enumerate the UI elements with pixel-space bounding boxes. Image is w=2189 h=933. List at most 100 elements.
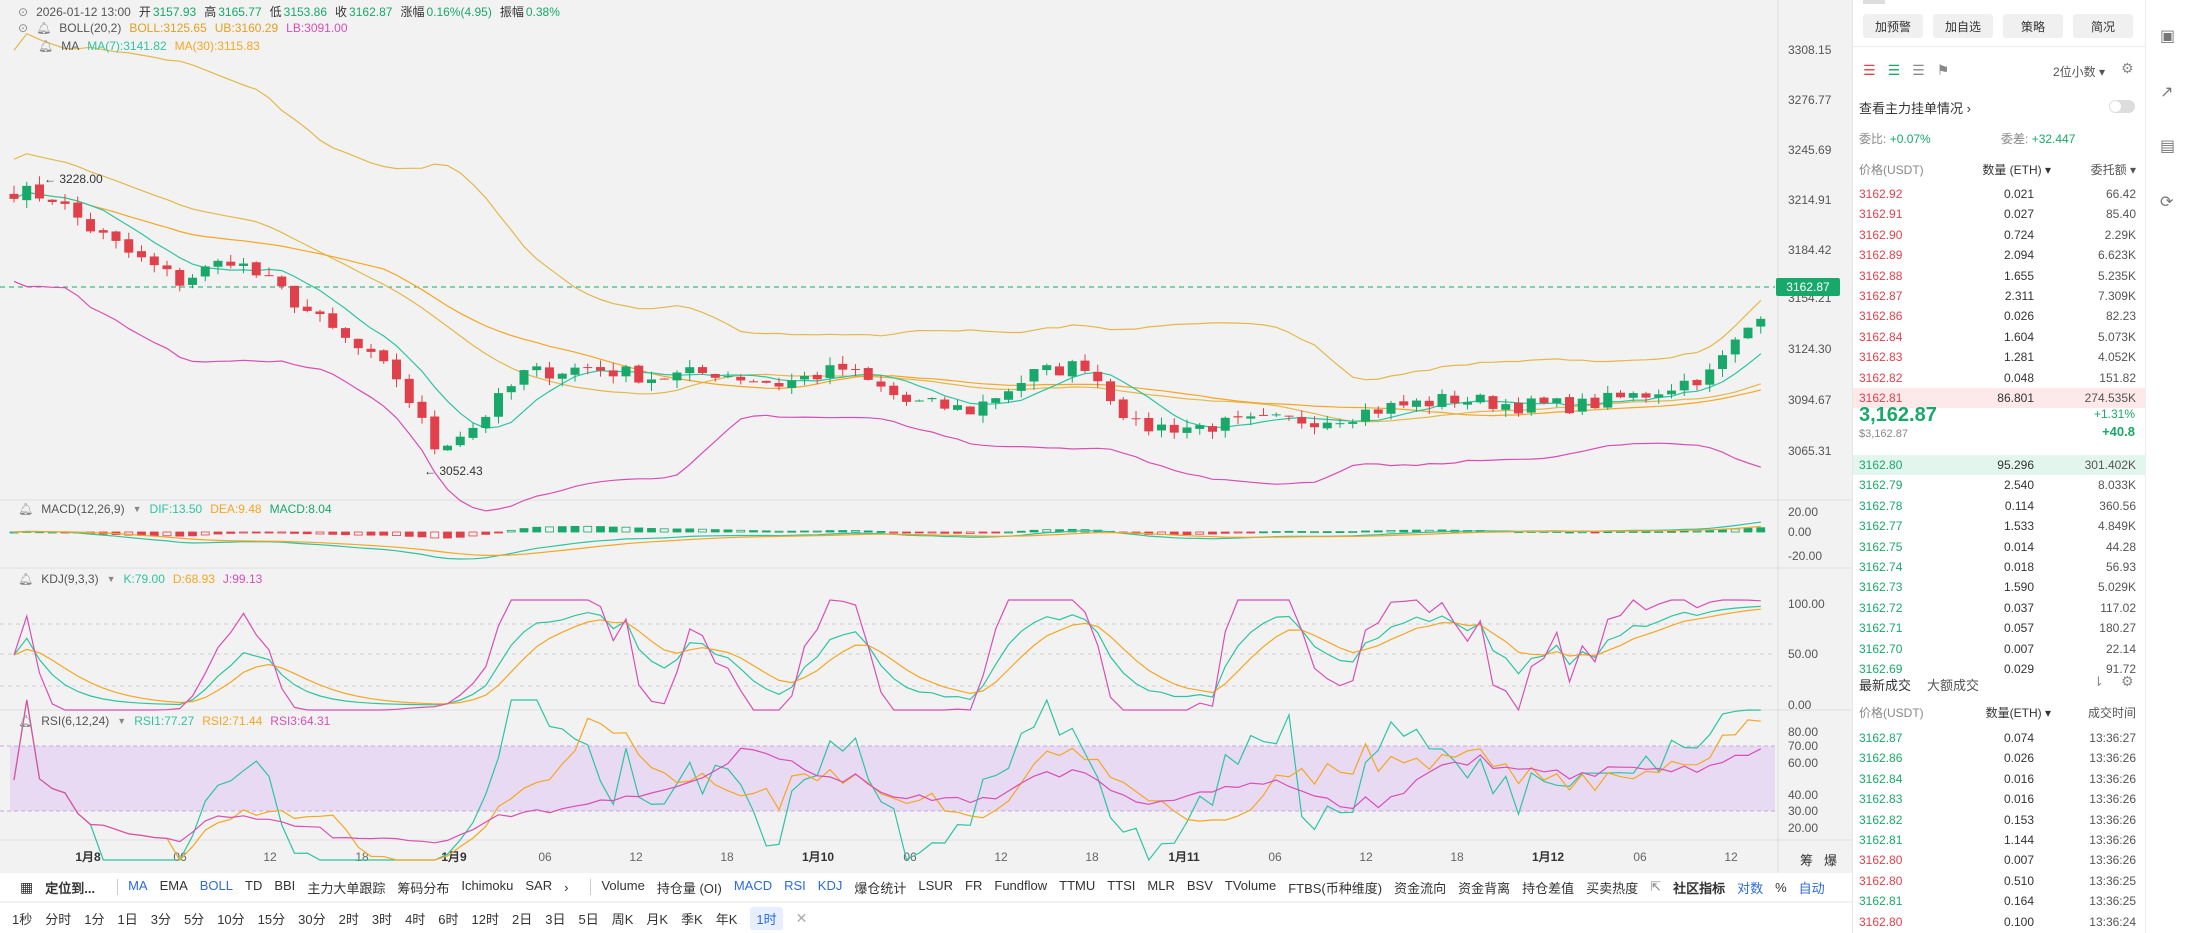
main-indicator-6[interactable]: 筹码分布 <box>397 880 450 896</box>
sub-indicator-11[interactable]: MLR <box>1147 877 1175 893</box>
collapse-icon[interactable]: ⊙ <box>18 4 29 19</box>
sub-indicator-6[interactable]: LSUR <box>918 877 954 893</box>
bids-row[interactable]: 3162.69 0.029 91.72 <box>1853 659 2146 679</box>
bell-icon[interactable]: 🔔︎ <box>36 21 52 35</box>
more-indicators-button[interactable]: › <box>564 879 569 895</box>
bids-row[interactable]: 3162.75 0.014 44.28 <box>1853 537 2146 557</box>
main-indicator-5[interactable]: 主力大单跟踪 <box>307 880 386 896</box>
main-indicator-2[interactable]: BOLL <box>199 877 233 893</box>
tab-large-trades[interactable]: 大额成交 <box>1927 678 1980 693</box>
bell-icon[interactable]: 🔔︎ <box>18 714 34 728</box>
sub-indicator-1[interactable]: 持仓量 (OI) <box>656 880 722 896</box>
bell-icon[interactable]: 🔔︎ <box>18 502 34 516</box>
timeframe-9[interactable]: 2时 <box>338 911 359 927</box>
trade-col-qty[interactable]: 数量(ETH) ▾ <box>1985 705 2051 720</box>
sub-indicator-0[interactable]: Volume <box>601 877 645 893</box>
close-icon[interactable]: ✕ <box>795 909 808 926</box>
sub-indicator-16[interactable]: 资金背离 <box>1458 880 1511 896</box>
sub-indicator-15[interactable]: 资金流向 <box>1394 880 1447 896</box>
timeframe-14[interactable]: 2日 <box>512 911 533 927</box>
timeframe-6[interactable]: 10分 <box>217 911 245 927</box>
timeframe-16[interactable]: 5日 <box>578 911 599 927</box>
add-alert-button[interactable]: 加预警 <box>1863 14 1923 38</box>
main-indicator-3[interactable]: TD <box>245 877 263 893</box>
community-indicators-button[interactable]: 社区指标 <box>1673 880 1726 896</box>
timeframe-13[interactable]: 12时 <box>471 911 499 927</box>
overview-button[interactable]: 简况 <box>2073 14 2133 38</box>
bids-row[interactable]: 3162.74 0.018 56.93 <box>1853 557 2146 577</box>
macd-label[interactable]: MACD(12,26,9) <box>41 502 125 516</box>
bids-row[interactable]: 3162.73 1.590 5.029K <box>1853 577 2146 597</box>
dollar-icon[interactable]: ▣ <box>2160 28 2176 45</box>
timeframe-15[interactable]: 3日 <box>545 911 566 927</box>
collapse-icon[interactable]: ⊙ <box>18 21 29 35</box>
asks-row[interactable]: 3162.90 0.724 2.29K <box>1853 225 2146 245</box>
sub-indicator-14[interactable]: FTBS(币种维度) <box>1288 880 1383 896</box>
timeframe-2[interactable]: 1分 <box>84 911 105 927</box>
timeframe-20[interactable]: 年K <box>715 911 738 927</box>
axis-corner-1[interactable]: 筹 <box>1800 853 1814 868</box>
timeframe-7[interactable]: 15分 <box>257 911 286 927</box>
asks-row[interactable]: 3162.86 0.026 82.23 <box>1853 306 2146 326</box>
trend-icon[interactable]: ↗ <box>2160 84 2174 101</box>
timeframe-17[interactable]: 周K <box>611 911 634 927</box>
col-qty[interactable]: 数量 (ETH) ▾ <box>1982 162 2051 177</box>
timeframe-8[interactable]: 30分 <box>298 911 326 927</box>
main-indicator-8[interactable]: SAR <box>525 877 553 893</box>
asks-row[interactable]: 3162.87 2.311 7.309K <box>1853 286 2146 306</box>
asks-row[interactable]: 3162.83 1.281 4.052K <box>1853 347 2146 367</box>
asks-row[interactable]: 3162.82 0.048 151.82 <box>1853 368 2146 388</box>
bids-row[interactable]: 3162.77 1.533 4.849K <box>1853 516 2146 536</box>
main-indicator-1[interactable]: EMA <box>159 877 188 893</box>
main-indicator-0[interactable]: MA <box>128 877 148 893</box>
main-indicator-7[interactable]: Ichimoku <box>461 877 514 893</box>
axis-corner-2[interactable]: 爆 <box>1824 853 1838 868</box>
bids-row[interactable]: 3162.80 95.296 301.402K <box>1853 455 2146 475</box>
filter-icon[interactable]: ⇂ <box>2093 674 2104 689</box>
asks-row[interactable]: 3162.81 86.801 274.535K <box>1853 388 2146 408</box>
draw-tool-icon[interactable]: ▦ <box>20 878 34 895</box>
tab-latest-trades[interactable]: 最新成交 <box>1859 678 1912 693</box>
sub-indicator-2[interactable]: MACD <box>733 877 773 893</box>
timeframe-19[interactable]: 季K <box>681 911 703 927</box>
bids-row[interactable]: 3162.72 0.037 117.02 <box>1853 598 2146 618</box>
sub-indicator-13[interactable]: TVolume <box>1224 877 1277 893</box>
timeframe-12[interactable]: 6时 <box>438 911 459 927</box>
log-scale-toggle[interactable]: 对数 <box>1737 880 1764 896</box>
sub-indicator-5[interactable]: 爆仓统计 <box>854 880 907 896</box>
asks-row[interactable]: 3162.84 1.604 5.073K <box>1853 327 2146 347</box>
timeframe-4[interactable]: 3分 <box>150 911 171 927</box>
flag-icon[interactable]: ⚑ <box>1936 62 1950 78</box>
bids-row[interactable]: 3162.79 2.540 8.033K <box>1853 475 2146 495</box>
timeframe-10[interactable]: 3时 <box>371 911 393 927</box>
settings-icon[interactable]: ⚙ <box>2121 673 2134 689</box>
timeframe-5[interactable]: 5分 <box>183 911 205 927</box>
asks-row[interactable]: 3162.88 1.655 5.235K <box>1853 266 2146 286</box>
strategy-button[interactable]: 策略 <box>2003 14 2063 38</box>
rsi-label[interactable]: RSI(6,12,24) <box>41 714 110 728</box>
panel-icon[interactable]: ▤ <box>2160 138 2176 155</box>
chart-area[interactable]: 3308.15 3276.77 3245.69 3214.91 3184.42 3154.… <box>0 0 1852 933</box>
main-indicator-4[interactable]: BBI <box>274 877 296 893</box>
settings-icon[interactable]: ⚙ <box>2121 60 2134 76</box>
book-both-icon[interactable]: ☰ <box>1863 62 1876 78</box>
main-orders-toggle[interactable] <box>2109 100 2135 113</box>
sub-indicator-9[interactable]: TTMU <box>1059 877 1096 893</box>
asks-row[interactable]: 3162.91 0.027 85.40 <box>1853 204 2146 224</box>
boll-label[interactable]: BOLL(20,2) <box>59 21 122 35</box>
sub-indicator-4[interactable]: KDJ <box>817 877 843 893</box>
chevron-down-icon[interactable]: ▼ <box>132 504 142 514</box>
bids-row[interactable]: 3162.71 0.057 180.27 <box>1853 618 2146 638</box>
book-asks-icon[interactable]: ☰ <box>1912 62 1925 78</box>
bids-row[interactable]: 3162.70 0.007 22.14 <box>1853 639 2146 659</box>
bell-icon[interactable]: 🔔︎ <box>18 572 34 586</box>
sub-indicator-10[interactable]: TTSI <box>1107 877 1136 893</box>
timeframe-11[interactable]: 4时 <box>405 911 426 927</box>
sub-indicator-8[interactable]: Fundflow <box>994 877 1048 893</box>
auto-scale-toggle[interactable]: 自动 <box>1798 880 1825 896</box>
add-watchlist-button[interactable]: 加自选 <box>1933 14 1993 38</box>
sub-indicator-12[interactable]: BSV <box>1186 877 1213 893</box>
ma-label[interactable]: MA <box>61 39 80 53</box>
decimals-select[interactable]: 2位小数 ▾ <box>2053 65 2106 79</box>
timeframe-0[interactable]: 1秒 <box>12 911 33 927</box>
